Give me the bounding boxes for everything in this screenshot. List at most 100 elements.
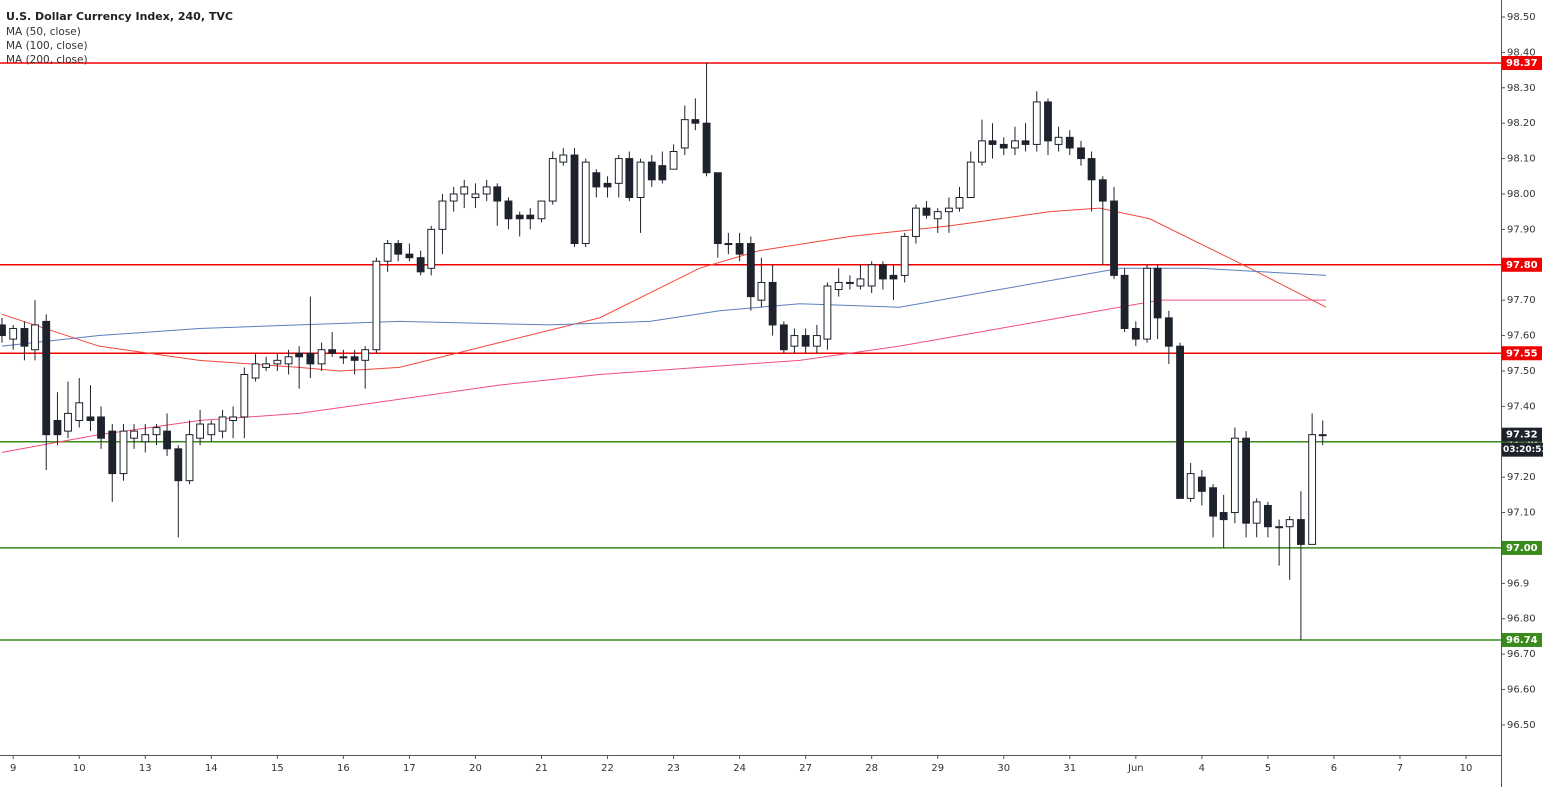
y-tick-label: 97.60 xyxy=(1507,331,1536,342)
countdown-tag xyxy=(1502,442,1543,457)
candle-body xyxy=(240,373,249,418)
legend-entry: MA (50, close) xyxy=(6,26,81,38)
y-tick-label: 98.00 xyxy=(1507,189,1536,200)
candle-body xyxy=(383,243,392,262)
candle-body xyxy=(922,207,931,216)
candle-body xyxy=(1011,140,1019,149)
candle-body xyxy=(262,363,271,368)
candle-body xyxy=(966,161,975,199)
y-tick-label: 97.10 xyxy=(1507,508,1536,519)
candle-body xyxy=(900,235,909,276)
candle-body xyxy=(1153,267,1162,319)
y-tick-label: 97.70 xyxy=(1507,295,1536,306)
candle-body xyxy=(1263,504,1272,528)
candle-body xyxy=(1044,101,1052,142)
candle-body xyxy=(1209,487,1217,517)
candle-body xyxy=(163,430,171,450)
last-price-label: 97.32 xyxy=(1506,430,1538,441)
candle-body xyxy=(658,165,667,181)
y-tick-label: 98.10 xyxy=(1507,154,1536,165)
y-tick-label: 97.20 xyxy=(1507,472,1536,483)
candle-body xyxy=(713,172,722,245)
x-tick-label: 28 xyxy=(865,763,878,774)
moving-average-line xyxy=(1,267,1327,347)
candle-body xyxy=(515,214,524,220)
candle-body xyxy=(108,430,117,475)
candle-body xyxy=(1186,473,1195,499)
candle-body xyxy=(460,186,469,195)
candle-body xyxy=(955,197,964,209)
x-tick-label: 22 xyxy=(601,763,614,774)
levels xyxy=(0,62,1501,641)
candle-body xyxy=(570,154,579,245)
candles xyxy=(0,63,1327,640)
candle-body xyxy=(449,193,458,202)
y-tick-label: 98.30 xyxy=(1507,83,1536,94)
candle-body xyxy=(75,402,84,422)
candle-body xyxy=(1120,274,1129,329)
x-tick-label: 9 xyxy=(10,763,16,774)
candle-body xyxy=(218,416,227,432)
level-tag xyxy=(1502,257,1542,272)
x-tick-label: 30 xyxy=(997,763,1010,774)
legend: MA (50, close) MA (100, close) MA (200, cl… xyxy=(6,26,88,66)
candle-body xyxy=(295,352,304,358)
candle-body xyxy=(1077,147,1085,160)
candle-body xyxy=(735,243,744,255)
candle-body xyxy=(0,324,6,337)
candle-body xyxy=(889,274,898,280)
candle-body xyxy=(86,416,95,422)
level-label: 97.00 xyxy=(1506,543,1538,554)
y-tick-label: 97.40 xyxy=(1507,401,1536,412)
candle-body xyxy=(691,119,700,124)
candle-body xyxy=(141,434,150,443)
y-tick-label: 97.90 xyxy=(1507,224,1536,235)
candle-body xyxy=(361,349,370,361)
candle-body xyxy=(174,448,183,482)
x-tick-label: 20 xyxy=(469,763,482,774)
candle-body xyxy=(724,243,733,246)
y-tick-label: 97.50 xyxy=(1507,366,1536,377)
candle-body xyxy=(790,335,799,347)
y-tick-label: 98.40 xyxy=(1507,47,1536,58)
candle-body xyxy=(581,161,590,245)
x-tick-label: 4 xyxy=(1199,763,1205,774)
x-tick-label: 23 xyxy=(667,763,680,774)
candle-body xyxy=(493,186,502,202)
y-tick-label: 98.20 xyxy=(1507,118,1536,129)
candle-body xyxy=(1308,434,1317,545)
candle-body xyxy=(1021,140,1030,145)
legend-entry: MA (100, close) xyxy=(6,40,88,52)
candle-body xyxy=(251,363,260,379)
candle-body xyxy=(372,260,381,351)
candle-body xyxy=(702,122,711,174)
y-tick-label: 96.50 xyxy=(1507,720,1536,731)
candle-body xyxy=(119,430,128,475)
x-tick-label: 10 xyxy=(73,763,86,774)
candle-body xyxy=(438,200,447,230)
candle-body xyxy=(526,214,535,220)
candle-body xyxy=(482,186,491,195)
last-price-tag xyxy=(1502,427,1542,442)
level-tag xyxy=(1502,540,1542,555)
candle-body xyxy=(812,335,821,347)
candle-body xyxy=(471,193,480,199)
candle-body xyxy=(1197,476,1206,492)
candle-body xyxy=(625,158,634,199)
chart-title: U.S. Dollar Currency Index, 240, TVC xyxy=(6,10,233,23)
level-label: 96.74 xyxy=(1506,635,1538,646)
candle-body xyxy=(978,140,986,163)
x-tick-label: 31 xyxy=(1063,763,1076,774)
candle-body xyxy=(328,349,337,354)
candle-body xyxy=(416,257,425,273)
y-tick-label: 96.70 xyxy=(1507,649,1536,660)
x-tick-label: 7 xyxy=(1397,763,1403,774)
candle-body xyxy=(207,423,216,436)
candle-body xyxy=(999,143,1008,149)
x-tick-label: 15 xyxy=(271,763,284,774)
x-tick-label: 6 xyxy=(1331,763,1337,774)
candle-body xyxy=(1131,327,1140,340)
legend-entry: MA (200, close) xyxy=(6,54,88,66)
